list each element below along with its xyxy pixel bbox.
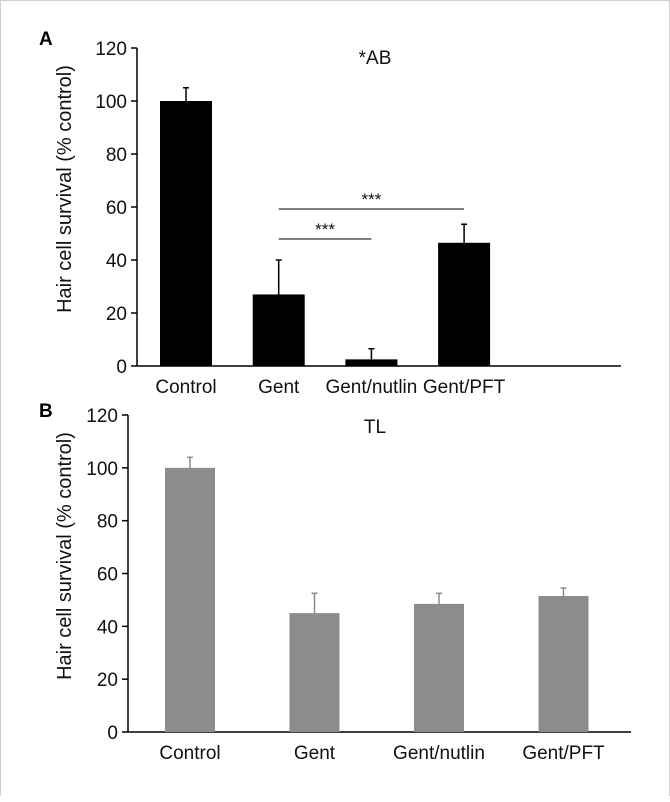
panel-a-category-label: Gent/PFT bbox=[423, 377, 506, 398]
panel-a-y-tick-label: 20 bbox=[106, 304, 127, 325]
panel-a-significance-label: *** bbox=[361, 190, 381, 209]
panel-b-plot: 0 20 40 60 80 100 120 Control Gent Gent/nutlin Gen… bbox=[86, 406, 631, 764]
panel-a-category-label: Gent/nutlin bbox=[325, 377, 417, 398]
panel-a-bar-gent-nutlin bbox=[345, 359, 398, 366]
panel-b-y-axis-label: Hair cell survival (% control) bbox=[54, 432, 76, 680]
panel-a-y-tick-label: 80 bbox=[106, 145, 127, 166]
panel-b-bar-gent bbox=[289, 613, 340, 732]
panel-b-y-tick-label: 20 bbox=[97, 670, 118, 691]
panel-b-error-bar bbox=[560, 587, 567, 596]
panel-a-y-tick-label: 0 bbox=[116, 357, 127, 378]
panel-b-category-label: Gent/nutlin bbox=[393, 743, 485, 764]
panel-a-category-label: Gent bbox=[258, 377, 300, 398]
panel-a-bar-control bbox=[160, 101, 212, 366]
panel-b-category-label: Gent/PFT bbox=[522, 743, 605, 764]
panel-a-plot: 0 20 40 60 80 100 120 Control Gent Gent/nutlin Gen… bbox=[95, 39, 621, 398]
panel-a-y-tick-label: 40 bbox=[106, 251, 127, 272]
panel-a-label: A bbox=[39, 29, 53, 50]
panel-b-y-tick-label: 40 bbox=[97, 617, 118, 638]
panel-b-bar-control bbox=[165, 467, 215, 732]
panel-a-bar-gent-pft bbox=[438, 242, 491, 366]
panel-a-error-bar bbox=[275, 259, 282, 295]
panel-b-error-bar bbox=[436, 592, 442, 604]
panel-a-error-bar bbox=[183, 87, 189, 101]
panel-a-bar-gent bbox=[252, 294, 305, 366]
panel-b-category-label: Gent bbox=[294, 743, 336, 764]
panel-b-title: TL bbox=[364, 417, 386, 438]
panel-b-label: B bbox=[39, 401, 53, 422]
panel-b-error-bar bbox=[311, 592, 318, 614]
panel-b-error-bar bbox=[187, 456, 193, 468]
panel-a-category-label: Control bbox=[155, 377, 216, 398]
panel-b-bar-gent-pft bbox=[538, 595, 589, 732]
panel-a-title: *AB bbox=[359, 48, 392, 69]
panel-a-y-axis-label: Hair cell survival (% control) bbox=[54, 65, 76, 313]
panel-b-y-tick-label: 0 bbox=[107, 723, 118, 744]
panel-b-y-tick-label: 80 bbox=[97, 512, 118, 533]
panel-b-y-tick-label: 60 bbox=[97, 565, 118, 586]
panel-b-category-label: Control bbox=[159, 743, 220, 764]
panel-a-y-tick-label: 120 bbox=[95, 39, 127, 60]
panel-b-y-tick-label: 120 bbox=[86, 406, 118, 427]
panel-a-y-tick-label: 100 bbox=[95, 92, 127, 113]
panel-b-bar-gent-nutlin bbox=[414, 603, 464, 732]
panel-b-y-tick-label: 100 bbox=[86, 459, 118, 480]
panel-a-significance-label: *** bbox=[315, 220, 335, 239]
panel-a-y-tick-label: 60 bbox=[106, 198, 127, 219]
panel-a-error-bar bbox=[461, 223, 468, 243]
panel-a-error-bar bbox=[368, 348, 375, 360]
